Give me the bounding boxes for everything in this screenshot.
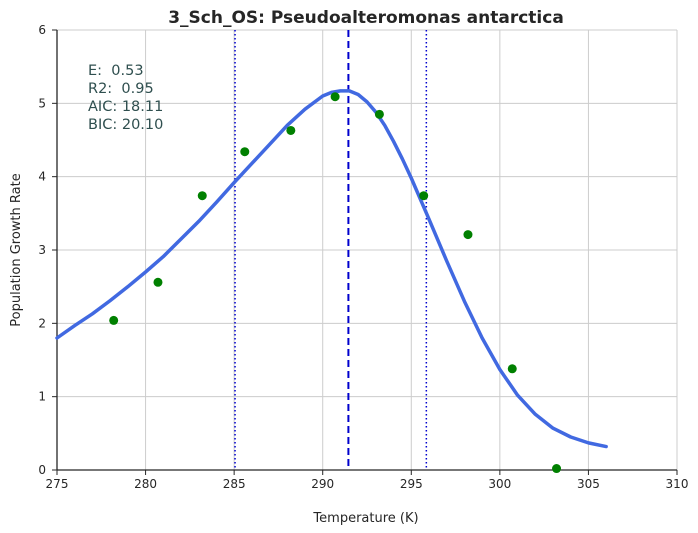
y-tick-label: 6: [38, 23, 46, 37]
x-tick-label: 285: [223, 477, 246, 491]
data-points: [109, 92, 562, 474]
x-axis-label: Temperature (K): [312, 511, 418, 526]
grid: [57, 29, 678, 470]
y-tick-label: 0: [38, 463, 46, 477]
x-tick-label: 305: [577, 477, 600, 491]
data-point: [240, 147, 250, 157]
data-point: [153, 277, 163, 287]
data-point: [507, 364, 517, 374]
data-point: [197, 191, 207, 201]
data-point: [374, 109, 384, 119]
stat-r2: R2: 0.95: [88, 81, 154, 97]
y-tick-label: 4: [38, 170, 46, 184]
chart-title: 3_Sch_OS: Pseudoalteromonas antarctica: [168, 8, 564, 28]
stat-bic: BIC: 20.10: [88, 117, 163, 133]
fit-curve: [55, 89, 608, 449]
data-point: [330, 92, 340, 102]
stat-aic: AIC: 18.11: [88, 99, 163, 115]
x-tick-label: 275: [46, 477, 69, 491]
y-tick-label: 3: [38, 243, 46, 257]
fit-curve-group: [55, 89, 608, 449]
reference-lines: [234, 30, 428, 470]
x-tick-label: 310: [666, 477, 689, 491]
y-axis-label: Population Growth Rate: [9, 173, 24, 326]
data-point: [109, 315, 119, 325]
stat-e: E: 0.53: [88, 63, 144, 79]
x-tick-label: 295: [400, 477, 423, 491]
data-point: [552, 464, 562, 474]
axes: 275 280 285 290 295 300 305 310 0 1 2 3 4 5 6: [38, 23, 688, 491]
x-tick-label: 290: [311, 477, 334, 491]
y-tick-label: 2: [38, 316, 46, 330]
y-tick-label: 5: [38, 96, 46, 110]
x-tick-label: 280: [134, 477, 157, 491]
y-tick-label: 1: [38, 390, 46, 404]
data-point: [419, 191, 429, 201]
chart-text: 3_Sch_OS: Pseudoalteromonas antarctica T…: [9, 8, 564, 526]
x-tick-label: 300: [488, 477, 511, 491]
data-point: [463, 230, 473, 240]
data-point: [286, 125, 296, 135]
